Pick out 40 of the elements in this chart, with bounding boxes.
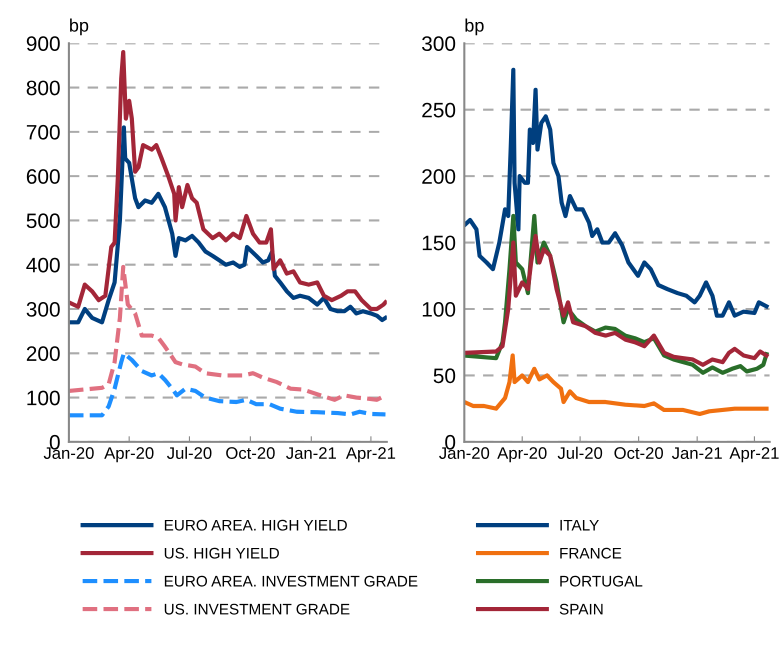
y-tick-label: 250	[422, 102, 456, 118]
line-series	[464, 234, 769, 367]
legend-label: US. INVESTMENT GRADE	[164, 604, 350, 615]
line-series	[464, 68, 769, 318]
legend-label: SPAIN	[560, 604, 603, 615]
y-tick-label: 700	[26, 124, 60, 140]
y-tick-label: 900	[26, 36, 60, 52]
y-tick-label: 400	[26, 258, 60, 272]
line-series	[464, 353, 769, 416]
legend-label: ITALY	[560, 520, 599, 530]
y-tick-label: 300	[422, 36, 456, 52]
y-tick-label: 150	[422, 236, 456, 250]
line-series	[68, 125, 387, 324]
y-tick-label: 200	[26, 346, 60, 362]
y-tick-label: 100	[422, 302, 456, 317]
line-series	[68, 50, 387, 312]
x-tick-label: Apr-21	[729, 447, 779, 462]
x-tick-label: Jan-21	[672, 447, 722, 459]
y-axis-title: bp	[70, 18, 88, 36]
x-tick-label: Jul-20	[558, 446, 602, 459]
x-tick-label: Apr-20	[104, 447, 154, 462]
legend-label: EURO AREA. HIGH YIELD	[164, 520, 347, 531]
legend-label: US. HIGH YIELD	[164, 548, 279, 559]
x-tick-label: Apr-21	[346, 447, 396, 462]
legend-label: FRANCE	[560, 548, 622, 559]
x-tick-label: Oct-20	[614, 447, 663, 459]
y-tick-label: 50	[434, 368, 456, 384]
legend-label: EURO AREA. INVESTMENT GRADE	[164, 576, 418, 587]
x-tick-label: Apr-20	[497, 447, 547, 462]
legend-label: PORTUGAL	[560, 576, 642, 587]
y-tick-label: 800	[26, 80, 60, 96]
x-tick-label: Jul-20	[167, 446, 212, 459]
y-axis-title: bp	[465, 18, 484, 36]
y-tick-label: 100	[27, 390, 60, 406]
y-tick-label: 500	[26, 213, 60, 228]
x-tick-label: Oct-20	[226, 447, 275, 459]
y-tick-label: 300	[26, 302, 60, 317]
x-tick-label: Jan-21	[286, 447, 336, 459]
y-tick-label: 600	[26, 169, 60, 184]
y-tick-label: 200	[422, 169, 456, 184]
